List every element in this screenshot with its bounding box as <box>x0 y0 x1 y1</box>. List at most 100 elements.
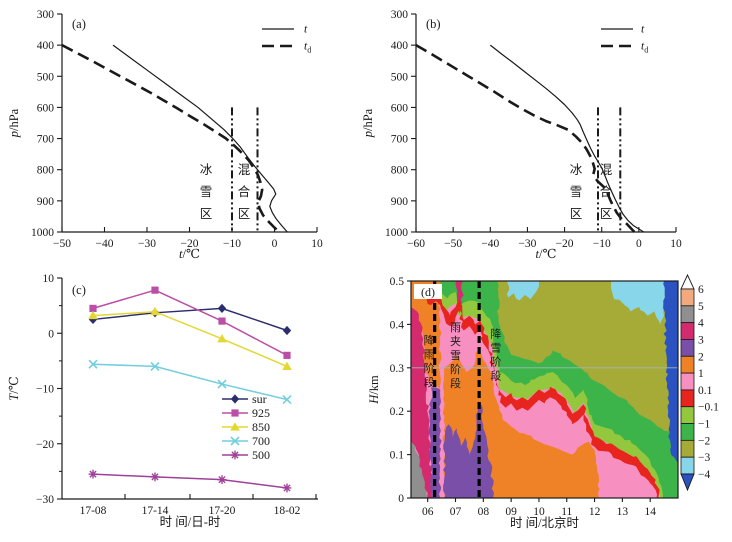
y-tick-label: 700 <box>37 134 55 146</box>
x-tick-label: 08 <box>478 506 490 518</box>
colorbar-arrow-down <box>680 473 695 492</box>
panel-label: (b) <box>426 17 441 31</box>
y-tick-label: 0 <box>48 328 54 340</box>
x-tick-label: 18-02 <box>274 505 301 517</box>
marker-x <box>88 359 98 369</box>
colorbar-tick-label: 2 <box>698 351 704 363</box>
x-tick-label: −60 <box>407 238 425 250</box>
x-tick-label: −50 <box>444 238 462 250</box>
x-axis-title: 时 间/北京时 <box>510 516 580 530</box>
y-tick-label: 900 <box>391 196 409 208</box>
marker-star <box>150 472 160 482</box>
region-blue <box>663 281 678 464</box>
x-axis-title: t/℃ <box>536 247 557 261</box>
region-cyan <box>506 281 539 301</box>
x-tick-label: 13 <box>617 506 629 518</box>
series-sur <box>92 307 288 332</box>
colorbar-segment <box>680 288 695 307</box>
colorbar-segment <box>680 339 695 357</box>
colorbar-tick-label: −1 <box>698 419 710 431</box>
y-axis-title: p/hPa <box>7 108 21 138</box>
x-tick-label: 14 <box>644 506 656 518</box>
marker-star <box>282 483 292 493</box>
y-tick-label: 600 <box>391 102 409 114</box>
marker-x <box>230 436 240 446</box>
y-tick-label: 300 <box>391 9 409 21</box>
x-tick-label: −20 <box>181 238 199 250</box>
region-purple <box>428 387 442 498</box>
y-tick-label: 1000 <box>31 227 54 239</box>
region-gray <box>411 441 428 498</box>
x-tick-label: −40 <box>96 238 114 250</box>
y-tick-label: 400 <box>37 40 55 52</box>
marker-diamond <box>217 303 227 313</box>
region-red-boundary <box>426 287 660 498</box>
y-tick-label: 400 <box>391 40 409 52</box>
panel-label: (c) <box>72 283 86 297</box>
colorbar-segment <box>680 389 695 408</box>
colorbar-tick-label: 1 <box>698 368 704 380</box>
marker-square <box>231 409 239 417</box>
panel-a: 300 400 500 600 700 800 900 1000−50 −40 −30 −20 −10… <box>7 9 323 261</box>
colorbar-segment <box>680 355 695 374</box>
stage-label: 降雪阶段 <box>490 326 501 382</box>
marker-x <box>150 361 160 371</box>
contour-field <box>411 281 678 498</box>
y-tick-label: 0.4 <box>390 319 405 331</box>
x-tick-label: 10 <box>670 238 682 250</box>
series-700 <box>92 363 288 401</box>
y-tick-label: 800 <box>391 165 409 177</box>
x-tick-label: −30 <box>138 238 156 250</box>
colorbar-segment <box>680 305 695 324</box>
x-tick-label: 17-08 <box>80 505 107 517</box>
legend-label: sur <box>252 392 267 406</box>
marker-x <box>282 394 292 405</box>
zone-label: 冰雪区 <box>200 163 213 221</box>
x-tick-label: 07 <box>450 506 462 518</box>
legend-label: t <box>304 24 308 36</box>
marker-square <box>89 304 97 312</box>
region-crimson <box>411 307 433 498</box>
colorbar-segment <box>680 423 695 441</box>
y-tick-label: 300 <box>37 9 55 21</box>
legend-label: 925 <box>252 406 270 420</box>
zone-label: 混合区 <box>600 163 613 221</box>
series-850 <box>92 310 288 368</box>
colorbar-arrow-up <box>680 273 695 290</box>
panel-c: 10 0 −10 −20 −30 17-08 17-14 17-20 18-02 sur92585… <box>7 273 318 529</box>
colorbar-tick-label: 6 <box>698 284 704 296</box>
y-axis-title: p/hPa <box>361 108 375 138</box>
x-tick-label: 10 <box>533 506 545 518</box>
colorbar-segment <box>680 456 695 475</box>
stage-label: 雨夹雪阶段 <box>450 322 461 390</box>
x-tick-label: −50 <box>53 238 71 250</box>
marker-diamond <box>230 394 240 404</box>
colorbar-segment <box>680 406 695 424</box>
marker-square <box>218 317 226 325</box>
colorbar-segment <box>680 439 695 458</box>
marker-triangle <box>217 333 227 343</box>
marker-triangle <box>88 310 98 320</box>
x-tick-label: −20 <box>556 238 574 250</box>
legend-label: t <box>641 24 645 36</box>
y-axis-title: H/km <box>367 375 381 405</box>
marker-diamond <box>282 325 292 336</box>
series-td <box>415 44 636 233</box>
series-t <box>489 44 645 233</box>
x-tick-label: 12 <box>589 506 601 518</box>
x-tick-label: 09 <box>505 506 517 518</box>
marker-x <box>217 379 227 389</box>
series-925 <box>92 289 288 357</box>
y-tick-label: 0.1 <box>390 450 405 462</box>
x-tick-label: 06 <box>422 506 434 518</box>
x-tick-label: −40 <box>481 238 499 250</box>
legend-label: 700 <box>252 434 270 448</box>
y-tick-label: 800 <box>37 165 55 177</box>
panel-label: (a) <box>72 17 86 31</box>
y-tick-label: 0.2 <box>390 406 405 418</box>
marker-triangle <box>150 306 160 316</box>
x-tick-label: −10 <box>223 238 241 250</box>
